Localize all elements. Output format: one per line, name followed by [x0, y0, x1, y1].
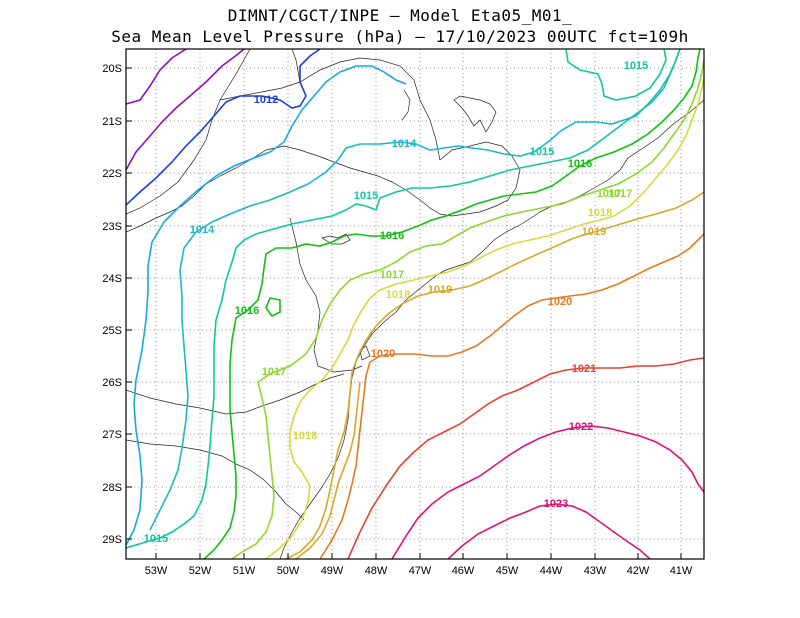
isobar-1015	[126, 49, 681, 549]
latitude-labels: 20S 21S 22S 23S 24S 25S 26S 27S 28S 29S	[102, 63, 122, 546]
lat-tick-label: 22S	[102, 168, 122, 180]
lon-tick-label: 43W	[584, 565, 607, 577]
isobar-1019	[285, 191, 704, 559]
contour-label: 1020	[548, 296, 572, 308]
isobar-1023	[447, 503, 651, 559]
contour-label: 1023	[544, 498, 568, 510]
isobar-1012	[126, 49, 321, 206]
contour-label: 1022	[569, 421, 593, 433]
contour-label: 1018	[588, 207, 612, 219]
contour-label: 1017	[380, 269, 404, 281]
contour-label: 1018	[386, 289, 410, 301]
contour-label: 1012	[254, 94, 278, 106]
coastline-and-borders	[126, 49, 704, 559]
contour-label: 1019	[582, 226, 606, 238]
contour-label: 1015	[354, 190, 378, 202]
lon-tick-label: 46W	[452, 565, 475, 577]
isobar-1016-closed	[265, 297, 281, 318]
contour-label: 1019	[428, 284, 452, 296]
lon-tick-label: 48W	[365, 565, 388, 577]
lon-tick-label: 44W	[540, 565, 563, 577]
lat-tick-label: 25S	[102, 325, 122, 337]
lon-tick-label: 50W	[277, 565, 300, 577]
chart-title-line-1: DIMNT/CGCT/INPE – Model Eta05_M01_	[227, 6, 573, 25]
contour-label: 1016	[380, 230, 404, 242]
lat-tick-label: 28S	[102, 482, 122, 494]
contour-label: 1015	[144, 533, 168, 545]
lon-tick-label: 47W	[409, 565, 432, 577]
contour-label: 1017	[597, 188, 621, 200]
isobar-1020	[319, 233, 704, 559]
contour-labels: 1012 1014 1015 1014 1015 1016 1015 1016 …	[144, 60, 648, 545]
isobar-1022	[391, 425, 704, 559]
isobar-1015-top	[565, 49, 667, 101]
longitude-labels: 53W 52W 51W 50W 49W 48W 47W 46W 45W 44W …	[145, 565, 693, 577]
lon-tick-label: 41W	[670, 565, 693, 577]
contour-label: 1016	[568, 158, 592, 170]
lat-tick-label: 21S	[102, 116, 122, 128]
lon-tick-label: 52W	[189, 565, 212, 577]
lon-tick-label: 45W	[496, 565, 519, 577]
lat-tick-label: 20S	[102, 63, 122, 75]
isobar-1010	[126, 49, 187, 105]
isobar-1013	[126, 65, 407, 546]
isobar-1014	[149, 49, 681, 531]
contour-label: 1017	[608, 188, 632, 200]
isobars	[126, 49, 704, 559]
lat-tick-label: 29S	[102, 534, 122, 546]
contour-label: 1021	[572, 363, 596, 375]
contour-label: 1015	[530, 146, 554, 158]
contour-label: 1015	[624, 60, 648, 72]
tick-marks	[126, 67, 682, 559]
contour-label: 1017	[262, 366, 286, 378]
isobar-1017	[231, 59, 704, 559]
isobar-1018	[265, 77, 704, 559]
lon-tick-label: 51W	[233, 565, 256, 577]
contour-label: 1020	[371, 348, 395, 360]
isobar-1016	[203, 49, 701, 559]
contour-label: 1016	[235, 305, 259, 317]
lat-tick-label: 23S	[102, 221, 122, 233]
lon-tick-label: 42W	[627, 565, 650, 577]
lat-tick-label: 27S	[102, 429, 122, 441]
lat-tick-label: 24S	[102, 273, 122, 285]
contour-label: 1014	[392, 138, 417, 150]
contour-label: 1018	[293, 430, 317, 442]
map-frame	[125, 48, 705, 560]
contour-label: 1014	[190, 224, 215, 236]
isobar-1021	[347, 357, 704, 559]
lat-tick-label: 26S	[102, 377, 122, 389]
lon-tick-label: 49W	[321, 565, 344, 577]
isobar-1019b	[295, 381, 361, 559]
isobar-1011	[126, 49, 245, 171]
chart-title-line-2: Sea Mean Level Pressure (hPa) – 17/10/20…	[111, 27, 689, 46]
lat-lon-grid	[126, 49, 704, 559]
lon-tick-label: 53W	[145, 565, 168, 577]
